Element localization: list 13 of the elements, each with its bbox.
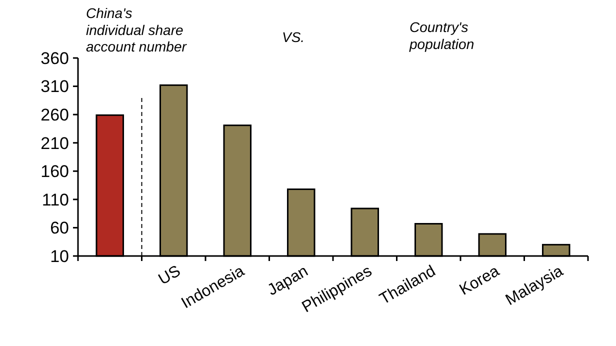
- x-tick-label: US: [156, 262, 184, 289]
- y-tick-label: 10: [50, 246, 69, 266]
- text: China's individual share account number: [86, 5, 188, 55]
- y-tick-label: 210: [40, 134, 69, 153]
- y-tick-label: 260: [40, 106, 69, 125]
- y-tick-label: 110: [42, 190, 69, 210]
- x-tick-label: Korea: [456, 262, 502, 299]
- text: Country's population: [408, 19, 474, 52]
- y-tick-label: 60: [50, 218, 69, 238]
- text: VS.: [282, 29, 305, 45]
- y-tick-label: 160: [40, 162, 69, 182]
- y-tick-label: 310: [40, 77, 69, 96]
- y-tick-label: 360: [40, 48, 69, 68]
